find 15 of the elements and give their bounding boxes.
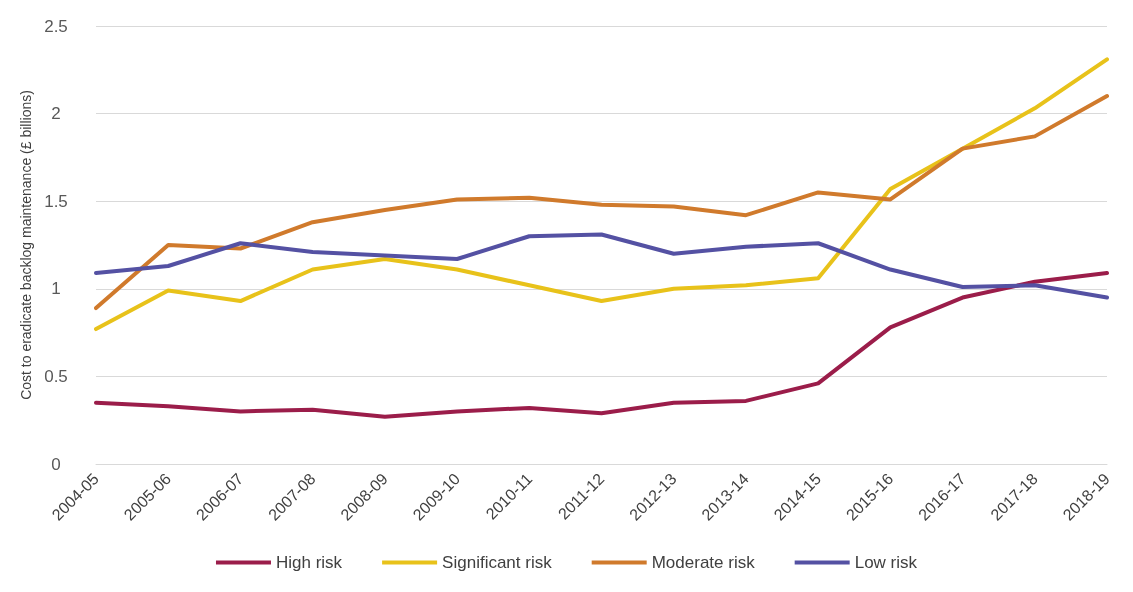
y-tick-label: 1 [51, 279, 61, 299]
y-tick-label: 2.5 [44, 16, 68, 36]
y-tick-label: 1.5 [44, 191, 68, 211]
line-series [94, 94, 1109, 311]
y-tick-label: 2 [51, 104, 61, 124]
legend-label: Moderate risk [651, 553, 756, 572]
y-tick-label: 0 [51, 454, 61, 474]
line-series [94, 271, 1109, 419]
line-series [94, 57, 1109, 332]
y-tick-label: 0.5 [44, 366, 68, 386]
y-axis-title: Cost to eradicate backlog maintenance (£ billions) [18, 90, 35, 400]
legend-label: Significant risk [442, 553, 553, 572]
line-series [94, 232, 1109, 300]
legend-label: High risk [275, 553, 343, 572]
legend-label: Low risk [854, 553, 918, 572]
